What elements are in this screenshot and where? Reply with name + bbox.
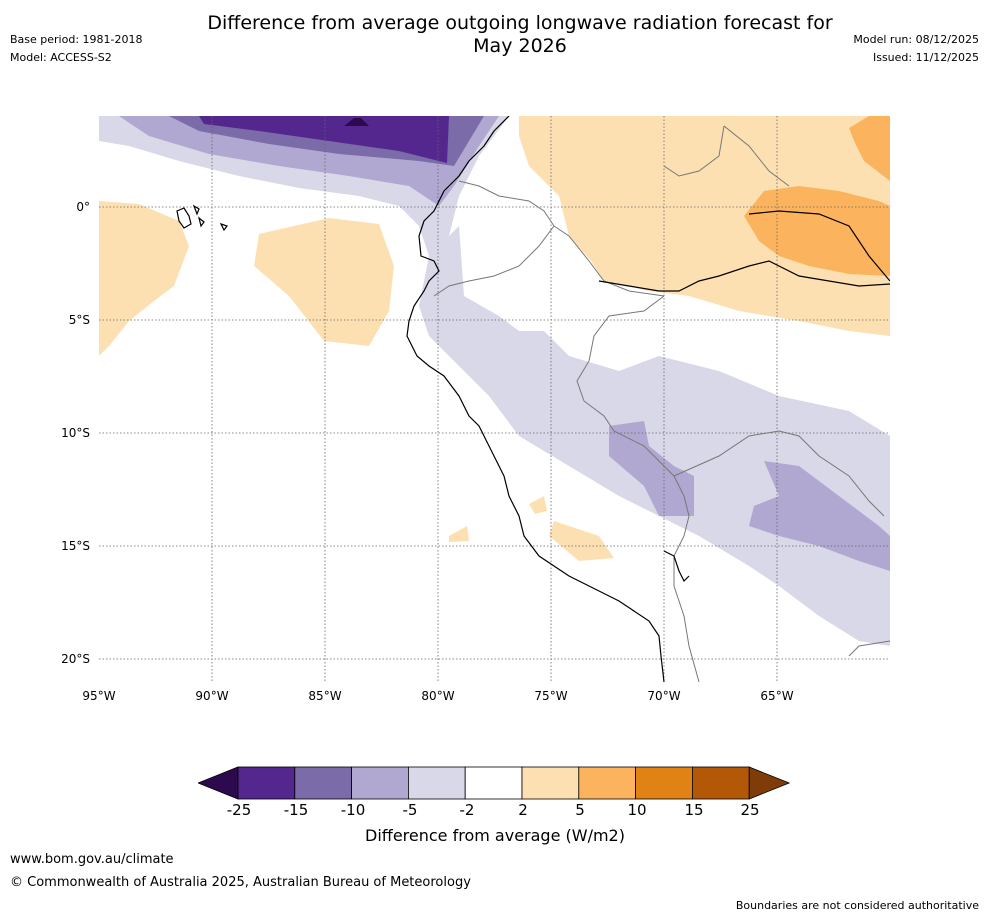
colorbar-tick-15: 15: [684, 801, 704, 819]
chart-title: Difference from average outgoing longwav…: [170, 12, 870, 58]
colorbar-tick-10: 10: [627, 801, 647, 819]
colorbar-segment-5: [521, 766, 580, 800]
anomaly-region-light-purple-south: [419, 226, 890, 646]
colorbar-segments: [198, 766, 791, 800]
footer-disclaimer: Boundaries are not considered authoritat…: [735, 899, 979, 912]
colorbar-tick-5: 5: [575, 801, 585, 819]
country-borders: [433, 125, 890, 682]
colorbar-tick-m2: -2: [459, 801, 475, 819]
border-ecuador-peru: [433, 225, 555, 297]
galapagos-islands: [176, 204, 228, 232]
model-name: Model: ACCESS-S2: [10, 51, 112, 64]
colorbar-tick-m25: -25: [226, 801, 252, 819]
anomaly-region-light-orange-small-2: [549, 521, 614, 561]
meta-left: Base period: 1981-2018 Model: ACCESS-S2: [10, 31, 142, 67]
lake-titicaca: [663, 550, 690, 583]
colorbar-tick-m5: -5: [402, 801, 418, 819]
colorbar-segment-4: [464, 766, 523, 800]
colorbar-segment-1: [294, 766, 353, 800]
lon-label-65w: 65°W: [760, 689, 794, 703]
colorbar-segment-2: [351, 766, 409, 800]
model-run: Model run: 08/12/2025: [853, 33, 979, 46]
footer-copyright: © Commonwealth of Australia 2025, Austra…: [10, 875, 471, 890]
colorbar-label: Difference from average (W/m2): [365, 826, 625, 845]
coastlines: [176, 116, 890, 682]
issued-date: Issued: 11/12/2025: [872, 51, 979, 64]
anomaly-region-orange-northeast-corner: [849, 116, 890, 181]
colorbar-tick-m10: -10: [340, 801, 366, 819]
border-bolivia-paraguay: [848, 640, 890, 657]
meta-right: Model run: 08/12/2025 Issued: 11/12/2025: [853, 31, 979, 67]
border-peru-brazil: [576, 295, 675, 477]
anomaly-region-darkest-purple: [344, 118, 369, 126]
border-bolivia-brazil: [673, 430, 885, 517]
border-colombia-ecuador: [458, 180, 555, 227]
border-peru-bolivia: [673, 475, 690, 617]
lon-label-85w: 85°W: [308, 689, 342, 703]
border-chile-bolivia: [683, 615, 700, 682]
colorbar-tick-2: 2: [518, 801, 528, 819]
river-amazon: [598, 260, 890, 292]
colorbar-tick-25: 25: [740, 801, 760, 819]
title-line-2: May 2026: [473, 35, 567, 57]
colorbar-tick-m15: -15: [283, 801, 309, 819]
map-area: [99, 116, 890, 682]
colorbar-extend-low: [198, 766, 239, 800]
colorbar-segment-7: [635, 766, 693, 800]
coastline-pacific: [406, 116, 665, 682]
lat-label-0: 0°: [76, 200, 90, 214]
title-line-1: Difference from average outgoing longwav…: [207, 12, 833, 34]
base-period: Base period: 1981-2018: [10, 33, 143, 46]
anomaly-region-mid-purple-south: [609, 421, 694, 516]
lon-label-80w: 80°W: [421, 689, 455, 703]
anomaly-region-orange-east: [744, 186, 890, 276]
footer-website[interactable]: www.bom.gov.au/climate: [10, 852, 174, 867]
colorbar-segment-0: [237, 766, 296, 800]
lat-label-5s: 5°S: [68, 313, 90, 327]
anomaly-region-light-orange-central: [254, 218, 394, 346]
gridlines: [99, 116, 890, 682]
border-colombia-brazil: [553, 225, 665, 297]
lon-label-90w: 90°W: [195, 689, 229, 703]
anomaly-region-light-orange-small-3: [449, 526, 469, 542]
anomaly-region-dark-purple-north: [199, 116, 449, 163]
border-venezuela-brazil: [723, 125, 790, 187]
anomaly-region-light-orange-small-1: [529, 496, 547, 514]
lat-label-15s: 15°S: [61, 539, 90, 553]
lon-label-95w: 95°W: [82, 689, 116, 703]
colorbar-extend-high: [748, 766, 791, 800]
anomaly-region-light-orange-northeast: [519, 116, 890, 336]
colorbar-segment-3: [407, 766, 466, 800]
anomaly-region-mid-purple-southeast: [749, 461, 890, 571]
lon-label-70w: 70°W: [647, 689, 681, 703]
colorbar: [198, 766, 791, 800]
lon-label-75w: 75°W: [534, 689, 568, 703]
colorbar-segment-8: [691, 766, 750, 800]
map-svg: [99, 116, 890, 682]
border-colombia-venezuela: [663, 125, 725, 177]
colorbar-segment-6: [578, 766, 636, 800]
lat-label-10s: 10°S: [61, 426, 90, 440]
river-negro: [748, 210, 890, 282]
lat-label-20s: 20°S: [61, 652, 90, 666]
anomaly-region-light-orange-west: [99, 201, 189, 356]
